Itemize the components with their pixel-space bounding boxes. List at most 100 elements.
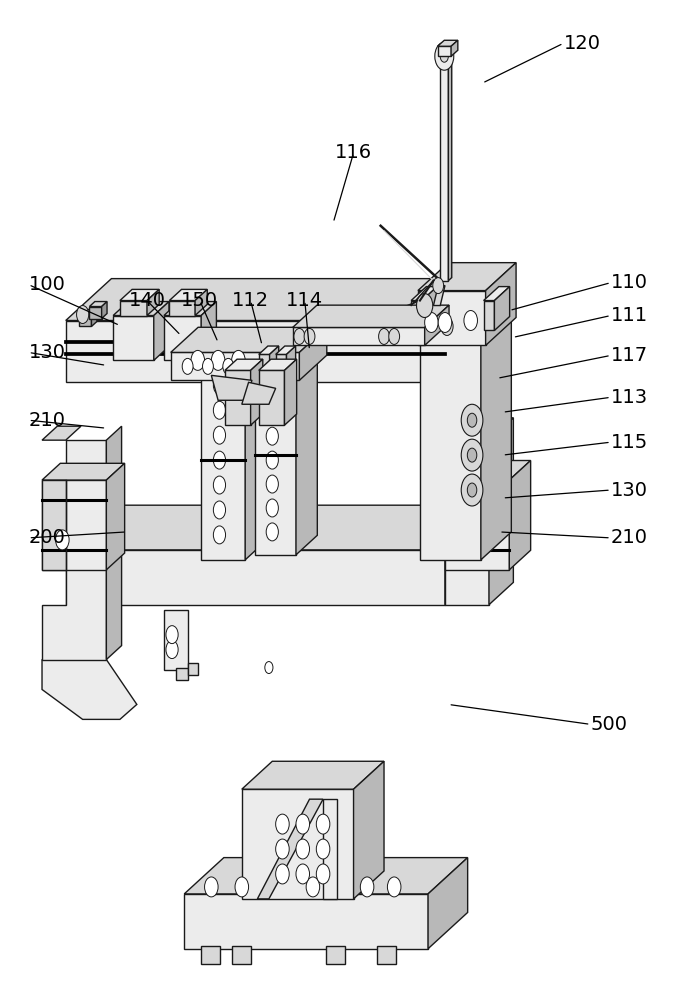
Polygon shape — [489, 418, 513, 605]
Circle shape — [379, 328, 390, 344]
Circle shape — [191, 350, 205, 370]
Circle shape — [214, 476, 226, 494]
Polygon shape — [354, 761, 384, 899]
Polygon shape — [195, 289, 207, 316]
Polygon shape — [201, 346, 267, 365]
Text: 210: 210 — [29, 411, 65, 430]
Polygon shape — [483, 301, 494, 330]
Polygon shape — [418, 291, 486, 345]
Polygon shape — [296, 351, 318, 555]
Polygon shape — [258, 346, 279, 354]
Polygon shape — [257, 799, 323, 899]
Circle shape — [296, 814, 309, 834]
Circle shape — [294, 328, 305, 344]
Polygon shape — [164, 302, 216, 316]
Circle shape — [266, 379, 278, 397]
Text: 130: 130 — [611, 481, 648, 500]
Polygon shape — [483, 287, 509, 301]
Circle shape — [203, 358, 214, 374]
Text: 111: 111 — [611, 306, 648, 325]
Polygon shape — [445, 279, 491, 382]
Circle shape — [266, 451, 278, 469]
Circle shape — [266, 523, 278, 541]
Circle shape — [464, 311, 477, 330]
Polygon shape — [258, 370, 284, 425]
Circle shape — [467, 483, 477, 497]
Polygon shape — [445, 461, 530, 480]
Circle shape — [306, 877, 320, 897]
Polygon shape — [258, 359, 296, 370]
Polygon shape — [269, 346, 279, 370]
Polygon shape — [91, 310, 97, 326]
Text: 113: 113 — [611, 388, 648, 407]
Circle shape — [205, 877, 218, 897]
Circle shape — [417, 294, 432, 318]
Bar — [377, 946, 396, 964]
Polygon shape — [411, 287, 437, 301]
Polygon shape — [451, 40, 458, 56]
Polygon shape — [211, 375, 252, 400]
Polygon shape — [242, 789, 354, 899]
Polygon shape — [106, 463, 124, 570]
Polygon shape — [420, 308, 511, 335]
Circle shape — [214, 426, 226, 444]
Polygon shape — [106, 426, 122, 660]
Circle shape — [388, 877, 401, 897]
Text: 120: 120 — [564, 34, 600, 53]
Bar — [232, 946, 251, 964]
Bar — [326, 946, 345, 964]
Polygon shape — [171, 327, 327, 352]
Text: 116: 116 — [335, 143, 372, 162]
Circle shape — [266, 427, 278, 445]
Polygon shape — [90, 302, 107, 307]
Polygon shape — [184, 858, 468, 894]
Polygon shape — [418, 263, 516, 291]
Polygon shape — [171, 352, 299, 380]
Circle shape — [461, 439, 483, 471]
Bar — [176, 668, 188, 680]
Polygon shape — [445, 505, 494, 605]
Polygon shape — [509, 461, 530, 570]
Polygon shape — [251, 359, 262, 425]
Text: 150: 150 — [182, 291, 218, 310]
Circle shape — [296, 839, 309, 859]
Polygon shape — [428, 858, 468, 949]
Polygon shape — [169, 301, 195, 316]
Circle shape — [438, 313, 452, 332]
Polygon shape — [481, 308, 511, 560]
Polygon shape — [445, 480, 509, 570]
Polygon shape — [242, 761, 384, 789]
Circle shape — [441, 318, 453, 335]
Circle shape — [235, 877, 249, 897]
Polygon shape — [424, 305, 449, 345]
Circle shape — [467, 448, 477, 462]
Circle shape — [316, 814, 330, 834]
Circle shape — [275, 814, 289, 834]
Circle shape — [440, 50, 448, 62]
Circle shape — [275, 839, 289, 859]
Text: 130: 130 — [29, 343, 65, 362]
Circle shape — [265, 662, 273, 674]
Polygon shape — [184, 894, 428, 949]
Polygon shape — [422, 287, 437, 330]
Polygon shape — [147, 289, 159, 316]
Polygon shape — [437, 46, 451, 56]
Circle shape — [211, 350, 225, 370]
Polygon shape — [120, 301, 147, 316]
Polygon shape — [42, 440, 106, 660]
Circle shape — [424, 313, 438, 332]
Polygon shape — [411, 301, 422, 330]
Polygon shape — [42, 463, 124, 480]
Circle shape — [182, 358, 193, 374]
Text: 110: 110 — [611, 273, 648, 292]
Circle shape — [360, 877, 374, 897]
Polygon shape — [113, 302, 169, 316]
Polygon shape — [120, 289, 159, 301]
Polygon shape — [258, 354, 269, 370]
Circle shape — [435, 42, 454, 70]
Circle shape — [389, 328, 400, 344]
Polygon shape — [80, 315, 91, 326]
Polygon shape — [286, 346, 296, 370]
Polygon shape — [90, 307, 101, 319]
Polygon shape — [420, 335, 481, 560]
